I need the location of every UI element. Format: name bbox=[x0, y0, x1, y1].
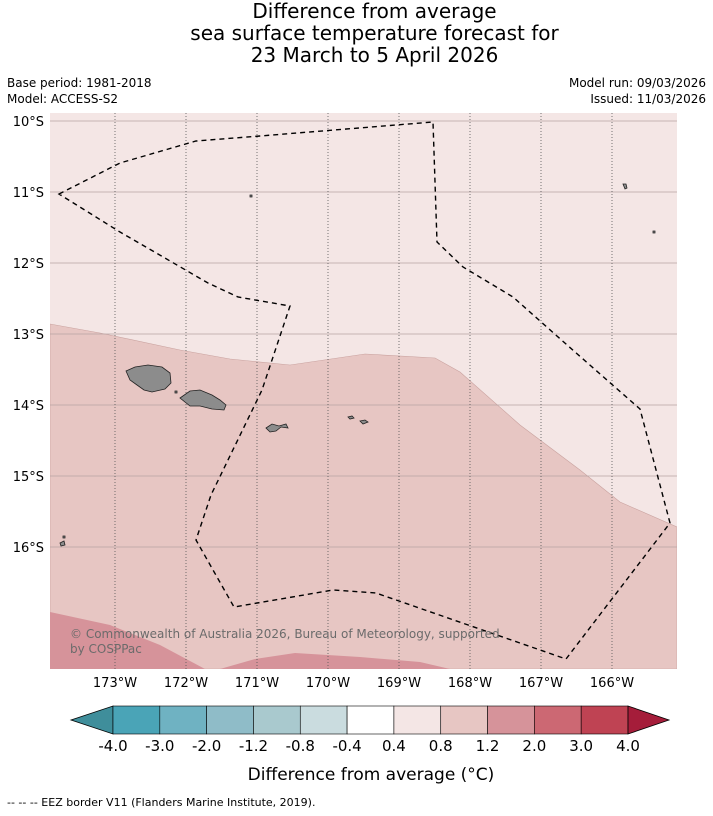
colorbar-segment bbox=[346, 705, 395, 735]
title-line-3: 23 March to 5 April 2026 bbox=[250, 43, 499, 67]
title-line-2: sea surface temperature forecast for bbox=[190, 21, 559, 45]
colorbar-tick-label: 2.0 bbox=[522, 737, 546, 755]
colorbar-tick-label: 0.4 bbox=[382, 737, 406, 755]
eez-borders bbox=[57, 121, 671, 660]
lat-label: 15°S bbox=[13, 470, 44, 485]
copyright-notice: © Commonwealth of Australia 2026, Bureau… bbox=[70, 627, 500, 656]
lon-label: 172°W bbox=[164, 676, 208, 691]
colorbar-extend-low bbox=[69, 705, 114, 735]
colorbar-segment bbox=[299, 705, 348, 735]
lon-label: 170°W bbox=[306, 676, 350, 691]
colorbar-segment bbox=[487, 705, 535, 735]
lon-label: 167°W bbox=[519, 676, 563, 691]
sst-map: 10°S 11°S 12°S 13°S 14°S 15°S 16°S 173°W… bbox=[13, 113, 677, 691]
island-savaii bbox=[125, 364, 172, 393]
colorbar-extend-high bbox=[627, 705, 671, 735]
colorbar-tick-label: 1.2 bbox=[476, 737, 500, 755]
colorbar-segment bbox=[580, 705, 629, 735]
chart-title: Difference from average sea surface temp… bbox=[0, 0, 713, 66]
colorbar-segments bbox=[69, 705, 671, 735]
copyright-line-2: by COSPPac bbox=[70, 642, 142, 656]
colorbar-tick-label: 3.0 bbox=[569, 737, 593, 755]
colorbar-segment bbox=[206, 705, 254, 735]
island-east bbox=[652, 230, 656, 234]
colorbar-segment bbox=[159, 705, 207, 735]
anomaly-band-1.2-2.0 bbox=[50, 612, 205, 669]
colorbar-tick-label: 0.8 bbox=[429, 737, 453, 755]
model-name: Model: ACCESS-S2 bbox=[7, 92, 119, 106]
eez-legend: -- -- -- EEZ border V11 (Flanders Marine… bbox=[7, 796, 316, 809]
lon-label: 168°W bbox=[448, 676, 492, 691]
colorbar-segment bbox=[393, 705, 442, 735]
island-tutuila bbox=[265, 423, 289, 433]
colorbar-segment bbox=[253, 705, 301, 735]
colorbar-tick-label: -2.0 bbox=[192, 737, 221, 755]
colorbar-tick-label: -3.0 bbox=[145, 737, 174, 755]
island-west-2 bbox=[62, 535, 66, 539]
colorbar-axis-label: Difference from average (°C) bbox=[248, 765, 495, 785]
colorbar-tick-labels: -4.0 -3.0 -2.0 -1.2 -0.8 -0.4 0.4 0.8 1.2 2.0 3.0 4… bbox=[98, 737, 640, 755]
lat-label: 11°S bbox=[13, 186, 44, 201]
meta-right: Model run: 09/03/2026 Issued: 11/03/2026 bbox=[569, 75, 706, 107]
lon-label: 166°W bbox=[590, 676, 634, 691]
lon-label: 171°W bbox=[235, 676, 279, 691]
model-run: Model run: 09/03/2026 bbox=[568, 76, 706, 90]
colorbar-segment bbox=[534, 705, 582, 735]
colorbar-segment bbox=[112, 705, 161, 735]
anomaly-band-1.2-2.0-south bbox=[220, 653, 450, 669]
base-period: Base period: 1981-2018 bbox=[7, 76, 152, 90]
lat-label: 16°S bbox=[13, 541, 44, 556]
island-manono bbox=[174, 390, 178, 394]
island-upolu bbox=[179, 389, 227, 411]
graticule bbox=[50, 113, 677, 669]
colorbar-tick-label: -4.0 bbox=[98, 737, 127, 755]
island-swains bbox=[249, 194, 253, 198]
lat-label: 13°S bbox=[13, 328, 44, 343]
islands bbox=[59, 183, 656, 547]
colorbar: -4.0 -3.0 -2.0 -1.2 -0.8 -0.4 0.4 0.8 1.2 2.0 3.0 4… bbox=[69, 705, 671, 785]
lat-label: 12°S bbox=[13, 257, 44, 272]
island-ofu bbox=[347, 415, 355, 420]
lat-label: 14°S bbox=[13, 399, 44, 414]
lon-labels: 173°W 172°W 171°W 170°W 169°W 168°W 167°… bbox=[93, 676, 634, 691]
colorbar-tick-label: -0.8 bbox=[286, 737, 315, 755]
lat-labels: 10°S 11°S 12°S 13°S 14°S 15°S 16°S bbox=[13, 115, 44, 556]
meta-left: Base period: 1981-2018 Model: ACCESS-S2 bbox=[7, 75, 152, 107]
colorbar-segment bbox=[440, 705, 488, 735]
lon-label: 173°W bbox=[93, 676, 137, 691]
island-west bbox=[59, 540, 66, 547]
colorbar-tick-label: 4.0 bbox=[616, 737, 640, 755]
copyright-line-1: © Commonwealth of Australia 2026, Bureau… bbox=[70, 627, 500, 641]
colorbar-tick-label: -0.4 bbox=[332, 737, 361, 755]
lat-label: 10°S bbox=[13, 115, 44, 130]
island-tau bbox=[359, 419, 369, 425]
colorbar-tick-label: -1.2 bbox=[239, 737, 268, 755]
eez-samoa bbox=[57, 121, 671, 660]
issued-date: Issued: 11/03/2026 bbox=[590, 92, 706, 106]
lon-label: 169°W bbox=[377, 676, 421, 691]
island-north-east bbox=[622, 183, 628, 190]
title-line-1: Difference from average bbox=[252, 0, 497, 23]
anomaly-band-0.8-1.2 bbox=[50, 323, 677, 669]
